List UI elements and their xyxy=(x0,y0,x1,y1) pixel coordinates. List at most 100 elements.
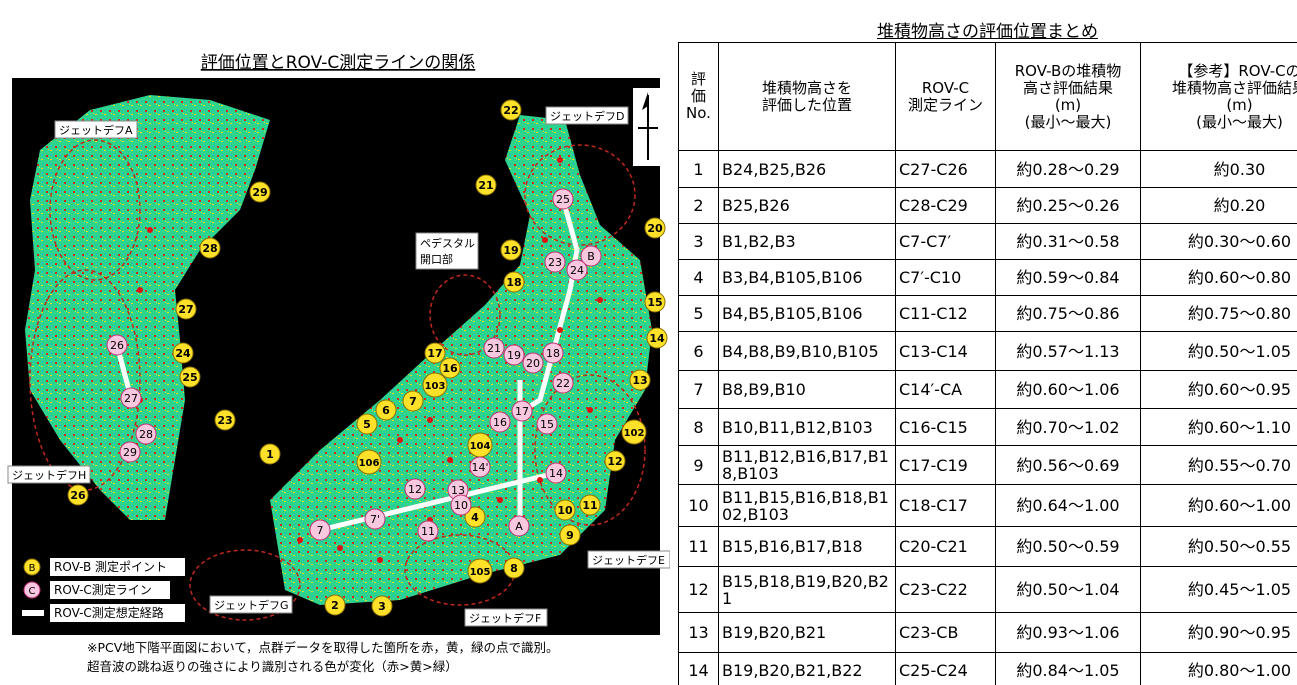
rov-c-point: 20 xyxy=(526,357,540,370)
rov-b-point: 103 xyxy=(425,381,446,392)
rov-b-marker xyxy=(475,174,497,196)
table-cell: C25-C24 xyxy=(895,652,996,685)
rov-b-marker xyxy=(500,99,522,121)
jet-label-box xyxy=(545,106,629,125)
rov-b-marker xyxy=(199,237,221,259)
legend-text: ROV-C測定ライン xyxy=(54,582,152,597)
jet-zones xyxy=(29,139,646,621)
rov-c-marker xyxy=(552,372,574,394)
rov-c-marker xyxy=(508,515,530,537)
table-cell: 約0.31～0.58 xyxy=(995,223,1141,260)
rov-b-marker xyxy=(179,366,201,388)
rov-c-point: 22 xyxy=(556,377,570,390)
table-cell: 約0.59～0.84 xyxy=(995,259,1141,296)
table-cell: 14 xyxy=(678,652,719,685)
rov-b-point: 21 xyxy=(478,179,493,192)
rov-b-marker xyxy=(644,291,666,313)
rov-c-point: 12 xyxy=(408,483,422,496)
table-cell: C28-C29 xyxy=(895,187,996,224)
table-cell: B3,B4,B105,B106 xyxy=(718,259,896,296)
table-cell: 約0.60～0.95 xyxy=(1140,370,1297,409)
table-cell: B4,B5,B105,B106 xyxy=(718,295,896,332)
rov-c-point: 10 xyxy=(454,499,468,512)
rov-b-point: 14 xyxy=(649,332,665,345)
table-cell: B24,B25,B26 xyxy=(718,150,896,188)
table-row: 8 B10,B11,B12,B103 C16-C15 約0.70～1.02 約0.60～… xyxy=(678,408,1297,446)
jet-label-box xyxy=(7,465,91,484)
table-cell: B8,B9,B10 xyxy=(718,370,896,409)
table-cell: B15,B16,B17,B18 xyxy=(718,526,896,567)
table-cell: 約0.55～0.70 xyxy=(1140,445,1297,485)
legend xyxy=(22,558,185,622)
table-cell: C7′-C10 xyxy=(895,259,996,296)
table-cell: C23-CB xyxy=(895,612,996,653)
rov-b-marker xyxy=(175,298,197,320)
rov-b-marker xyxy=(371,595,393,617)
table-cell: B11,B15,B16,B18,B102,B103 xyxy=(718,484,896,527)
rov-c-point: 15 xyxy=(540,418,554,431)
rov-b-marker xyxy=(464,506,486,528)
rov-c-point: 14 xyxy=(549,467,563,480)
table-cell: 3 xyxy=(678,223,719,260)
rov-c-marker xyxy=(119,441,141,463)
table-cell: 約0.60～0.80 xyxy=(1140,259,1297,296)
rov-b-point: 11 xyxy=(582,499,597,512)
rov-c-point: 18 xyxy=(546,347,560,360)
rov-c-marker xyxy=(511,400,533,422)
table-cell: C7-C7′ xyxy=(895,223,996,260)
pedestal-label: ペデスタル xyxy=(420,236,475,250)
table-cell: 13 xyxy=(678,612,719,653)
red-dot xyxy=(597,297,603,303)
table-cell: 10 xyxy=(678,484,719,527)
legend-text: ROV-B 測定ポイント xyxy=(54,559,167,574)
rov-c-marker xyxy=(552,188,574,210)
rov-c-point: A xyxy=(515,520,523,533)
rov-b-marker xyxy=(214,409,236,431)
red-dot xyxy=(397,437,403,443)
table-cell: B11,B12,B16,B17,B18,B103 xyxy=(718,445,896,485)
red-dot xyxy=(447,457,453,463)
rov-c-point: 29 xyxy=(123,446,137,459)
rov-c-marker xyxy=(364,508,386,530)
table-row: 13 B19,B20,B21 C23-CB 約0.93～1.06 約0.90～0.95 xyxy=(678,612,1297,653)
rov-c-point: 27 xyxy=(124,392,138,405)
header-cell: 【参考】ROV-Cの 堆積物高さ評価結果 (m) (最小～最大) xyxy=(1140,42,1297,151)
rov-b-point: 24 xyxy=(175,347,191,360)
rov-b-marker xyxy=(503,271,525,293)
rov-b-marker xyxy=(402,390,424,412)
table-cell: B15,B18,B19,B20,B21 xyxy=(718,566,896,613)
table-row: 7 B8,B9,B10 C14′-CA 約0.60～1.06 約0.60～0.95 xyxy=(678,370,1297,409)
jet-label-box xyxy=(54,120,138,139)
red-dot xyxy=(297,537,303,543)
rov-c-marker xyxy=(545,462,567,484)
rov-b-point: 18 xyxy=(506,276,521,289)
rov-b-marker xyxy=(503,557,525,579)
rov-c-marker xyxy=(503,344,525,366)
table-cell: 2 xyxy=(678,187,719,224)
table-row: 10 B11,B15,B16,B18,B102,B103 C18-C17 約0.64～… xyxy=(678,484,1297,527)
red-dot xyxy=(427,417,433,423)
header-cell: 評 価 No. xyxy=(678,42,719,151)
rov-b-marker xyxy=(324,594,346,616)
header-cell: ROV-C 測定ライン xyxy=(895,42,996,151)
rov-c-marker xyxy=(489,411,511,433)
jet-label-box xyxy=(587,550,670,569)
table: 評 価 No. 堆積物高さを 評価した位置 ROV-C 測定ライン ROV-Bの堆積物… xyxy=(678,42,1297,685)
rov-c-point: 11 xyxy=(421,525,435,538)
north-arrow xyxy=(633,88,663,166)
rov-c-point: 16 xyxy=(493,416,507,429)
red-dot xyxy=(557,327,563,333)
rov-b-point: 28 xyxy=(202,242,217,255)
rov-b-point: 16 xyxy=(442,362,458,375)
table-title-box: 堆積物高さの評価位置まとめ xyxy=(678,17,1297,42)
rov-b-point: 8 xyxy=(510,562,518,575)
rov-c-point: B xyxy=(587,250,595,263)
red-dot xyxy=(497,497,503,503)
rov-b-point: 19 xyxy=(503,244,518,257)
rov-b-marker xyxy=(467,558,493,584)
table-cell: 約0.60～1.06 xyxy=(995,370,1141,409)
red-dot xyxy=(542,237,548,243)
table-cell: 約0.70～1.02 xyxy=(995,408,1141,446)
table-cell: C13-C14 xyxy=(895,331,996,371)
rov-b-point: 1 xyxy=(266,448,274,461)
